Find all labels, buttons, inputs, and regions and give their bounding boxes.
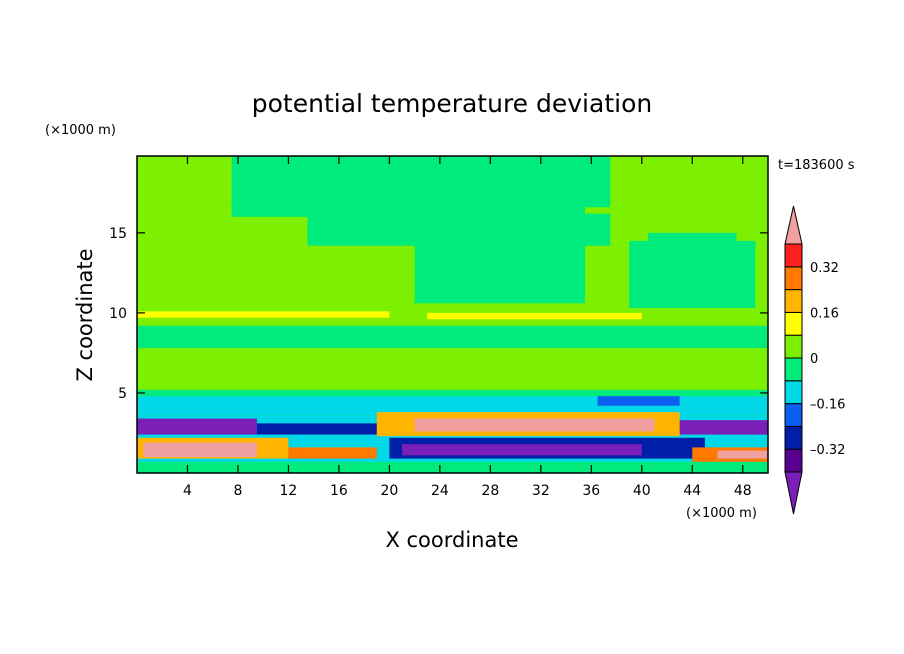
contour-region-3 <box>307 213 611 246</box>
contour-region-25 <box>402 444 642 456</box>
colorbar-segment <box>784 380 803 405</box>
colorbar-extend-high <box>784 205 803 245</box>
colorbar-segment <box>784 448 803 473</box>
x-tick-label: 40 <box>633 483 651 499</box>
y-tick-label: 15 <box>109 226 127 242</box>
x-tick-label: 4 <box>183 483 192 499</box>
contour-region-20 <box>143 442 257 457</box>
contour-region-28 <box>717 450 768 459</box>
colorbar-label: 0 <box>810 352 818 367</box>
time-label: t=183600 s <box>778 158 855 173</box>
x-axis-title: X coordinate <box>385 528 518 552</box>
x-tick-label: 24 <box>431 483 449 499</box>
contour-region-11 <box>137 389 768 397</box>
contour-region-9 <box>427 312 642 320</box>
contour-region-10 <box>137 325 768 349</box>
x-tick-label: 8 <box>233 483 242 499</box>
y-tick-label: 10 <box>109 306 127 322</box>
contour-region-26 <box>137 461 768 473</box>
contour-region-4 <box>414 242 586 304</box>
colorbar-extend-low <box>784 471 803 515</box>
contour-region-21 <box>288 447 377 459</box>
x-tick-label: 16 <box>330 483 348 499</box>
colorbar-segment <box>784 357 803 382</box>
x-tick-label: 28 <box>481 483 499 499</box>
contour-region-17 <box>597 396 680 406</box>
contour-region-6 <box>648 232 737 262</box>
y-tick-label: 5 <box>118 386 127 402</box>
contour-fields <box>137 156 768 473</box>
colorbar-segment <box>784 243 803 268</box>
y-axis-title: Z coordinate <box>73 248 97 381</box>
contour-region-23 <box>414 418 655 432</box>
x-axis-unit-label: (×1000 m) <box>686 506 757 521</box>
x-tick-label: 44 <box>683 483 701 499</box>
colorbar-segment <box>784 425 803 450</box>
x-tick-label: 36 <box>582 483 600 499</box>
contour-region-1 <box>231 156 611 208</box>
contour-region-15 <box>256 423 415 437</box>
x-axis-ticks: 4 8 12 16 20 24 28 32 36 40 44 48 <box>183 156 752 499</box>
colorbar-segment <box>784 266 803 291</box>
colorbar-segment <box>784 311 803 336</box>
y-axis-ticks: 5 10 15 <box>109 226 768 402</box>
colorbar-label: –0.16 <box>810 398 845 413</box>
colorbar-segment <box>784 403 803 427</box>
plot-frame <box>136 155 769 474</box>
x-tick-label: 20 <box>380 483 398 499</box>
contour-region-2 <box>231 200 586 217</box>
contour-region-8 <box>137 311 390 318</box>
colorbar: 0.32 0.16 0 –0.16 –0.32 <box>784 205 845 515</box>
colorbar-label: –0.32 <box>810 443 845 458</box>
colorbar-label: 0.32 <box>810 261 839 276</box>
colorbar-segment <box>784 289 803 313</box>
colorbar-segment <box>784 334 803 359</box>
x-tick-label: 32 <box>532 483 550 499</box>
chart-title: potential temperature deviation <box>252 89 652 118</box>
x-tick-label: 12 <box>280 483 298 499</box>
x-tick-label: 48 <box>734 483 752 499</box>
colorbar-label: 0.16 <box>810 306 839 321</box>
y-axis-unit-label: (×1000 m) <box>45 123 116 138</box>
